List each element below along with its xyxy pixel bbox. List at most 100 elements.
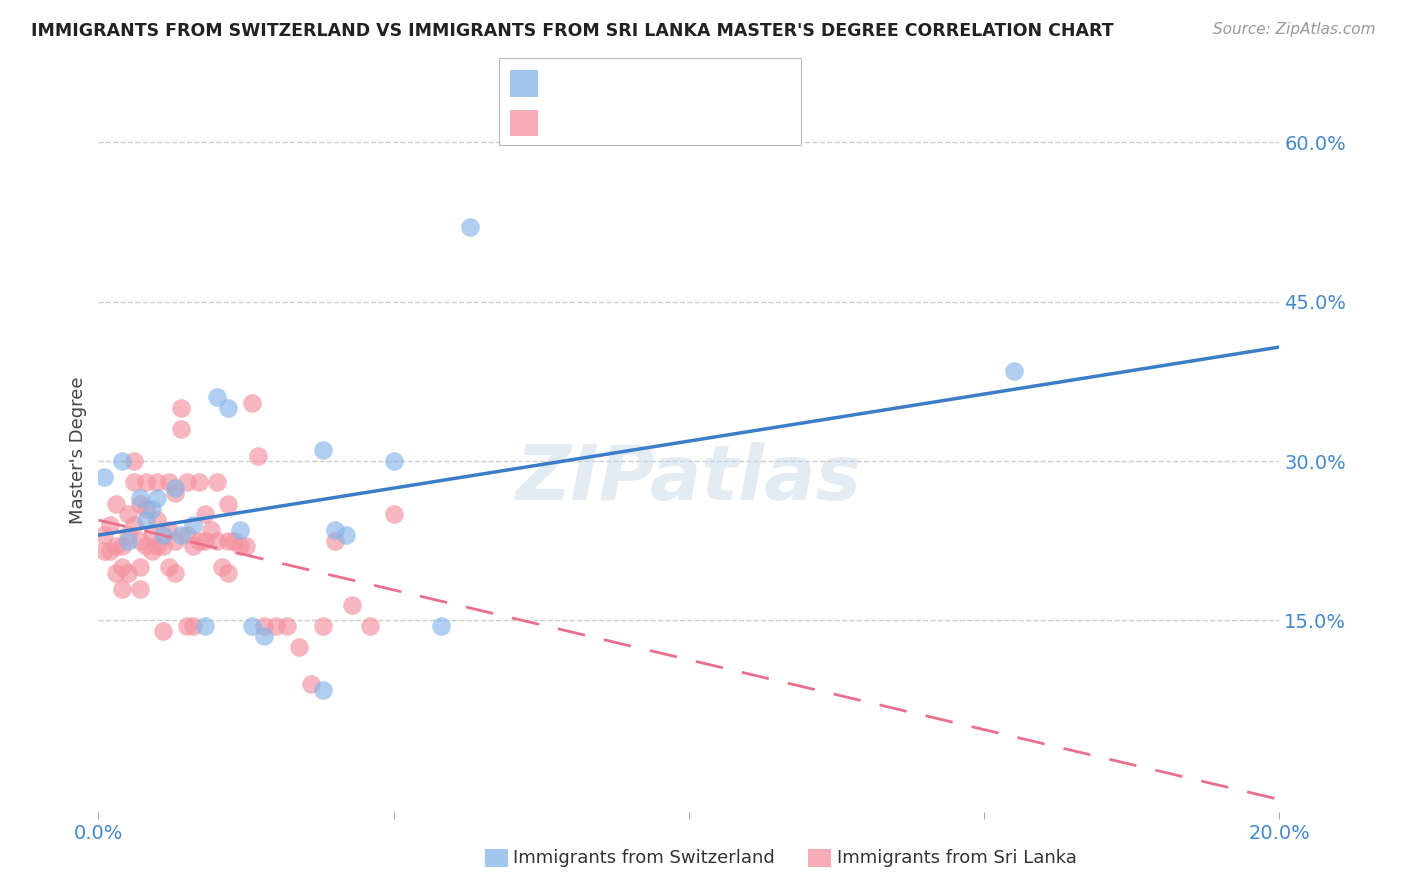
Point (105, 539, 128, 553)
Point (135, 539, 157, 553)
Point (141, 528, 163, 542)
Point (176, 475, 198, 490)
Point (194, 533, 217, 548)
Text: R =  0.022   N = 69: R = 0.022 N = 69 (546, 114, 749, 134)
Point (122, 517, 145, 532)
Point (93, 544, 115, 558)
Point (181, 619, 204, 633)
Point (135, 502, 157, 516)
Point (141, 502, 163, 516)
Point (194, 619, 217, 633)
Point (122, 475, 145, 490)
Point (382, 507, 405, 521)
Point (253, 629, 276, 643)
Point (170, 422, 193, 436)
Point (253, 619, 276, 633)
Point (165, 481, 187, 495)
Point (229, 523, 252, 537)
Point (152, 539, 174, 553)
Point (152, 624, 174, 639)
Point (146, 539, 169, 553)
Point (170, 401, 193, 415)
Point (235, 539, 257, 553)
Point (157, 475, 180, 490)
Point (211, 560, 233, 574)
Point (217, 533, 239, 548)
Point (98, 517, 121, 532)
Point (312, 619, 335, 633)
Text: Source: ZipAtlas.com: Source: ZipAtlas.com (1212, 22, 1375, 37)
Point (170, 528, 193, 542)
Point (111, 560, 134, 574)
Point (430, 619, 453, 633)
Point (205, 533, 228, 548)
Point (165, 486, 187, 500)
Point (111, 539, 134, 553)
Point (229, 539, 252, 553)
Point (93, 470, 115, 484)
Point (240, 395, 263, 409)
Point (264, 619, 287, 633)
Point (98, 544, 121, 558)
Point (105, 566, 128, 580)
Text: R =  0.231   N = 25: R = 0.231 N = 25 (546, 76, 749, 95)
Y-axis label: Master's Degree: Master's Degree (69, 376, 87, 524)
Point (135, 475, 157, 490)
Point (217, 497, 239, 511)
Point (128, 582, 150, 596)
Point (128, 533, 150, 548)
Point (117, 566, 139, 580)
Point (93, 528, 115, 542)
Point (288, 640, 311, 654)
Point (1002, 364, 1025, 378)
Point (128, 560, 150, 574)
Point (217, 566, 239, 580)
Point (205, 390, 228, 404)
Point (200, 523, 222, 537)
Point (117, 507, 139, 521)
Point (194, 507, 217, 521)
Point (240, 619, 263, 633)
Text: Immigrants from Sri Lanka: Immigrants from Sri Lanka (837, 849, 1077, 867)
Point (181, 539, 204, 553)
Point (323, 523, 346, 537)
Point (128, 497, 150, 511)
Point (105, 497, 128, 511)
Point (335, 528, 357, 542)
Point (312, 682, 335, 697)
Text: IMMIGRANTS FROM SWITZERLAND VS IMMIGRANTS FROM SRI LANKA MASTER'S DEGREE CORRELA: IMMIGRANTS FROM SWITZERLAND VS IMMIGRANT… (31, 22, 1114, 40)
Point (205, 475, 228, 490)
Point (359, 619, 381, 633)
Point (165, 566, 187, 580)
Point (157, 523, 180, 537)
Point (181, 517, 204, 532)
Point (382, 454, 405, 468)
Point (111, 454, 134, 468)
Point (246, 449, 269, 463)
Point (342, 598, 364, 612)
Point (141, 544, 163, 558)
Point (276, 619, 298, 633)
Point (111, 582, 134, 596)
Point (117, 528, 139, 542)
Point (323, 533, 346, 548)
Point (117, 533, 139, 548)
Point (299, 677, 322, 691)
Point (135, 512, 157, 526)
Text: ZIPatlas: ZIPatlas (516, 442, 862, 516)
Point (165, 533, 187, 548)
Point (146, 475, 169, 490)
Point (146, 491, 169, 506)
Point (187, 475, 209, 490)
Point (128, 491, 150, 506)
Point (176, 619, 198, 633)
Point (152, 528, 174, 542)
Point (176, 528, 198, 542)
Point (146, 512, 169, 526)
Point (187, 533, 209, 548)
Point (224, 533, 246, 548)
Point (312, 443, 335, 458)
Point (157, 560, 180, 574)
Point (217, 401, 239, 415)
Point (122, 454, 145, 468)
